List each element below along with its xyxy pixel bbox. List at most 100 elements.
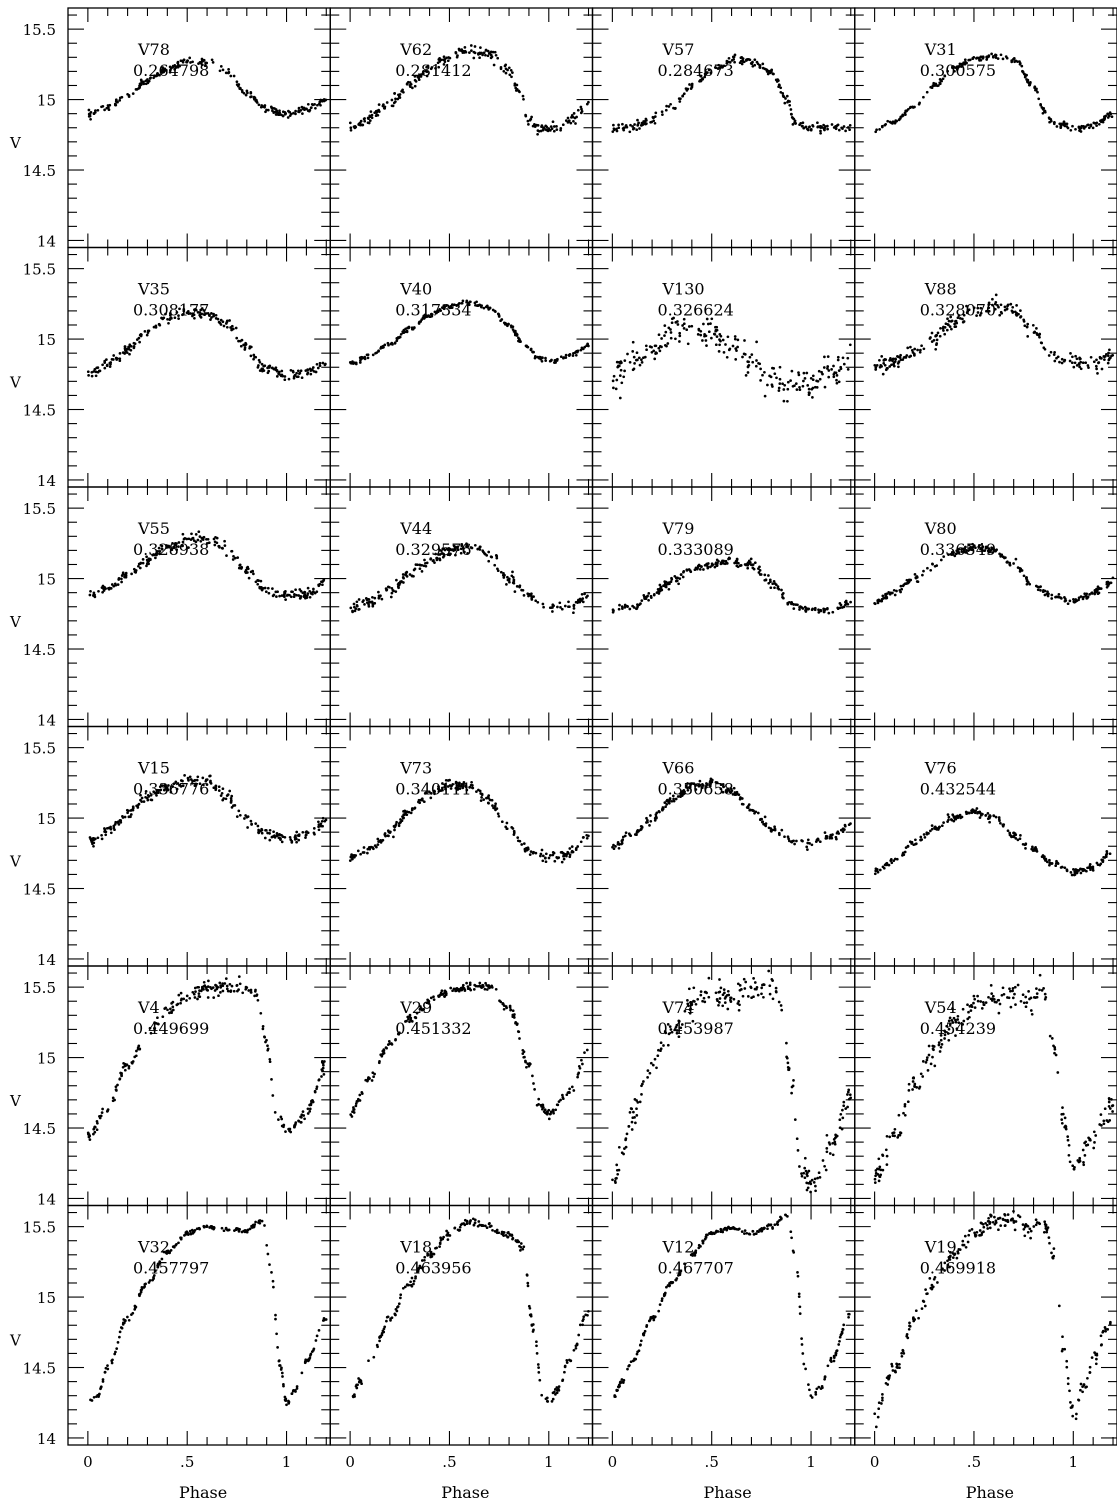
data-point [653,816,657,820]
data-point [132,341,136,345]
data-point [810,387,814,391]
data-point [1074,354,1077,358]
data-point [780,588,783,592]
data-point [1035,327,1038,330]
data-point [225,319,229,323]
data-point [794,122,797,125]
data-point [526,119,530,123]
data-point [1104,354,1107,358]
data-point [958,65,961,68]
data-point [247,576,251,580]
data-point [560,860,564,864]
data-point [953,554,957,558]
data-point [263,836,267,840]
data-point [405,329,409,333]
data-point [569,121,573,125]
data-point [786,387,790,391]
data-point [468,785,472,789]
data-point [633,362,636,365]
star-name-label: V88 [924,280,957,299]
data-point [393,828,396,832]
data-point [1043,110,1046,113]
data-point [306,586,310,590]
data-point [164,312,167,316]
data-point [1063,866,1067,870]
data-point [92,844,95,848]
data-point [621,122,624,126]
data-point [1048,117,1051,121]
data-point [442,306,445,310]
data-point [736,345,739,349]
data-point [922,347,926,351]
data-point [512,581,516,585]
data-point [260,587,264,591]
data-point [1023,324,1027,328]
data-point [962,550,966,554]
data-point [513,84,517,87]
data-point [1075,868,1078,872]
data-point [826,124,829,128]
data-point [221,787,225,791]
data-point [311,366,315,369]
data-point [217,545,221,548]
data-point [402,581,405,584]
data-point [161,317,165,321]
data-point [224,71,228,75]
data-point [1101,120,1105,124]
data-point [277,836,281,840]
data-point [276,590,279,594]
data-point [892,361,896,365]
data-point [827,369,831,372]
data-point [137,802,141,806]
data-point [777,83,781,87]
data-point [544,860,548,864]
data-point [950,319,954,323]
data-point [685,89,689,92]
data-point [188,775,192,779]
data-point [672,797,675,801]
data-point [348,859,352,862]
data-point [494,802,497,806]
data-point [489,56,493,60]
data-point [130,572,133,576]
data-point [746,562,749,566]
data-point [101,363,104,367]
data-point [168,1011,171,1015]
data-point [240,338,244,342]
data-point [667,326,671,330]
data-point [540,124,544,127]
data-point [700,786,704,790]
data-point [146,798,150,802]
data-point [901,114,905,117]
data-point [1107,351,1110,355]
data-point [97,589,100,593]
data-point [954,815,958,818]
data-point [1014,557,1018,561]
data-point [176,782,180,785]
data-point [722,785,725,788]
data-point [168,317,172,320]
data-point [646,594,649,598]
data-point [970,548,974,552]
data-point [848,128,851,132]
data-point [540,359,544,363]
data-point [296,375,300,379]
data-point [312,587,315,591]
data-point [352,362,356,365]
data-point [274,366,278,370]
data-point [659,585,663,589]
data-point [913,573,917,576]
data-point [581,347,585,351]
data-point [259,579,263,583]
data-point [999,53,1003,57]
data-point [631,125,634,128]
data-point [835,374,839,377]
data-point [369,110,373,113]
data-point [998,819,1001,823]
data-point [478,56,481,60]
data-point [889,858,893,861]
data-point [177,317,180,320]
data-point [278,109,281,113]
data-point [733,60,736,64]
data-point [194,533,198,536]
